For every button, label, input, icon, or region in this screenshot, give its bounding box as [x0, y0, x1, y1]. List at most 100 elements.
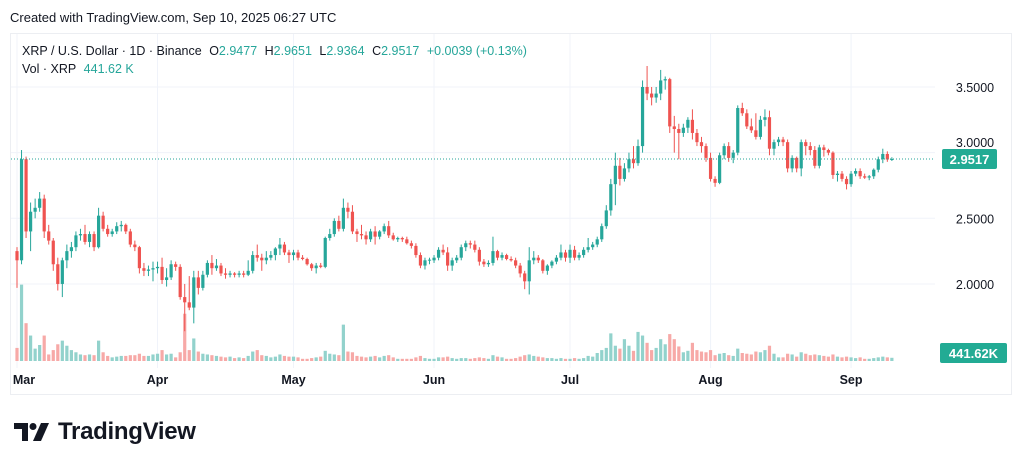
candle-body [305, 259, 309, 265]
candle [559, 244, 563, 261]
candle [826, 148, 831, 156]
volume-bar [409, 358, 413, 361]
volume-bar [192, 338, 196, 361]
candle [718, 152, 722, 185]
candle [813, 146, 817, 169]
tradingview-logo-icon [14, 423, 49, 441]
candle-body [232, 273, 237, 275]
candle-body [776, 139, 781, 143]
volume-bar [364, 357, 368, 361]
volume-bar [432, 358, 436, 361]
time-axis[interactable]: Mar Apr May Jun Jul Aug Sep [13, 373, 863, 387]
candle-body [205, 262, 209, 275]
candle [650, 87, 654, 106]
volume-bar [65, 345, 69, 361]
volume-bar [690, 342, 695, 361]
candle [835, 171, 840, 182]
candle-body [350, 211, 355, 232]
volume-bar [87, 354, 92, 361]
candle [418, 252, 423, 269]
volume-bar [455, 358, 459, 361]
candle [509, 256, 513, 262]
volume-bar [881, 356, 885, 361]
candle-body [432, 257, 436, 261]
candle-body [699, 142, 704, 147]
candle [378, 230, 382, 240]
candle [396, 236, 400, 242]
volume-bar [817, 355, 821, 361]
volume-bar [618, 348, 622, 361]
candle-body [826, 150, 831, 153]
candle-body [310, 264, 314, 269]
volume-bar [160, 350, 164, 361]
candle [663, 76, 667, 90]
volume-bar [83, 355, 87, 361]
volume-bar [328, 353, 332, 361]
volume-bar [187, 350, 191, 361]
volume-title[interactable]: Vol · XRP [22, 62, 77, 76]
last-price-label: 2.9517 [950, 152, 990, 167]
symbol-title[interactable]: XRP / U.S. Dollar · 1D · Binance [22, 44, 202, 58]
candle [337, 215, 341, 232]
volume-bar [541, 357, 545, 361]
volume-bar [264, 355, 268, 361]
candle [65, 244, 69, 269]
volume-bar [654, 347, 658, 361]
candle [115, 222, 119, 235]
volume-bar [622, 339, 627, 361]
candle [609, 178, 613, 216]
candle [681, 123, 685, 137]
volume-bar [128, 355, 132, 361]
candle-body [695, 132, 699, 143]
volume-bar [631, 350, 636, 361]
candle-body [690, 119, 695, 133]
volume-bar [51, 350, 55, 361]
candle [119, 220, 123, 232]
candle-body [536, 257, 540, 261]
candle [305, 257, 309, 266]
candle-body [210, 262, 214, 269]
candle [867, 174, 871, 181]
candle-body [269, 255, 273, 258]
candle [595, 236, 599, 248]
volume-bar [124, 355, 128, 361]
candle [586, 237, 590, 253]
candle [613, 152, 617, 206]
tradingview-logo[interactable]: TradingView [14, 418, 196, 446]
volume-bar [663, 344, 667, 361]
candle-body [786, 142, 790, 169]
candle-body [872, 169, 876, 177]
candle [863, 173, 867, 179]
candle-body [373, 231, 377, 237]
candle [504, 253, 509, 261]
candle-body [844, 178, 849, 185]
volume-bar [758, 352, 763, 361]
volume-bar [523, 355, 527, 361]
candle-body [600, 226, 604, 240]
volume-bar [473, 358, 477, 361]
candle-body [151, 268, 155, 270]
candle [468, 240, 472, 249]
volume-bar [568, 358, 572, 361]
volume-bar [754, 351, 758, 361]
chart-frame[interactable] [10, 33, 1012, 395]
grid-lines [11, 34, 935, 368]
candle-body [332, 220, 336, 235]
price-axis[interactable]: 3.5000 3.0000 2.5000 2.0000 [956, 81, 994, 292]
volume-bar [713, 355, 717, 361]
candle-body [110, 231, 114, 235]
candle-body [423, 260, 427, 266]
volume-bar [33, 348, 37, 361]
candle-body [799, 142, 803, 169]
candle [749, 118, 753, 133]
candle-body [681, 127, 685, 133]
candle-body [51, 240, 55, 265]
volume-bar [840, 357, 844, 361]
candle-body [92, 234, 96, 248]
candle-body [378, 231, 382, 237]
volume-bar [174, 357, 178, 361]
candle-body [795, 157, 799, 169]
volume-bar [863, 358, 867, 361]
candle-body [473, 244, 477, 250]
